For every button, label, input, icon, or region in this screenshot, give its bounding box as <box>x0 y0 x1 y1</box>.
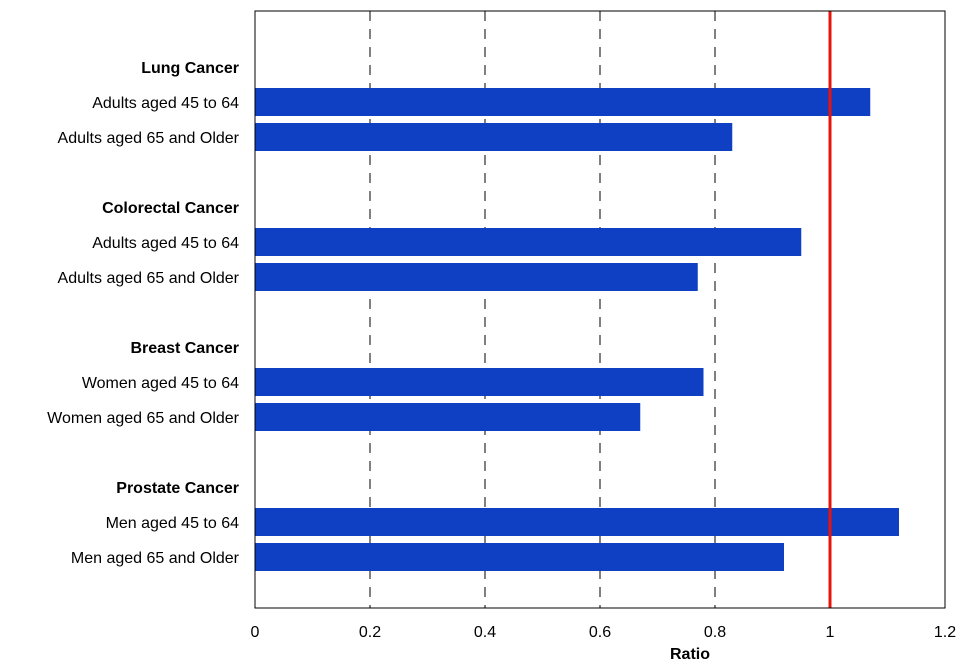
group-title: Lung Cancer <box>141 60 239 77</box>
bar-label: Adults aged 65 and Older <box>58 130 240 147</box>
plot-frame <box>254 10 946 609</box>
x-tick-label: 0.4 <box>474 624 496 641</box>
bar-label: Women aged 65 and Older <box>47 410 240 427</box>
bar <box>255 543 784 571</box>
x-tick-label: 0.6 <box>589 624 611 641</box>
group-title: Breast Cancer <box>131 340 240 357</box>
bar-label: Women aged 45 to 64 <box>82 375 239 392</box>
bar <box>255 508 899 536</box>
bar-label: Men aged 45 to 64 <box>106 515 240 532</box>
bar <box>255 88 871 116</box>
x-tick-labels: 0 0.2 0.4 0.6 0.8 1 1.2 <box>251 624 957 641</box>
category-labels: Lung Cancer Adults aged 45 to 64 Adults ag… <box>47 60 240 567</box>
x-tick-label: 1 <box>826 624 835 641</box>
x-tick-label: 0 <box>251 624 260 641</box>
bar-label: Adults aged 45 to 64 <box>92 95 239 112</box>
bar-label: Men aged 65 and Older <box>71 550 240 567</box>
group-title: Prostate Cancer <box>116 480 239 497</box>
group-title: Colorectal Cancer <box>102 200 239 217</box>
bar <box>255 228 802 256</box>
x-tick-label: 0.8 <box>704 624 726 641</box>
bar-label: Adults aged 45 to 64 <box>92 235 239 252</box>
bar <box>255 368 704 396</box>
bar <box>255 403 641 431</box>
x-tick-label: 0.2 <box>359 624 381 641</box>
x-axis-label: Ratio <box>670 646 710 663</box>
bar-label: Adults aged 65 and Older <box>58 270 240 287</box>
bar <box>255 123 733 151</box>
bar <box>255 263 698 291</box>
x-tick-label: 1.2 <box>934 624 956 641</box>
bars <box>255 88 899 571</box>
